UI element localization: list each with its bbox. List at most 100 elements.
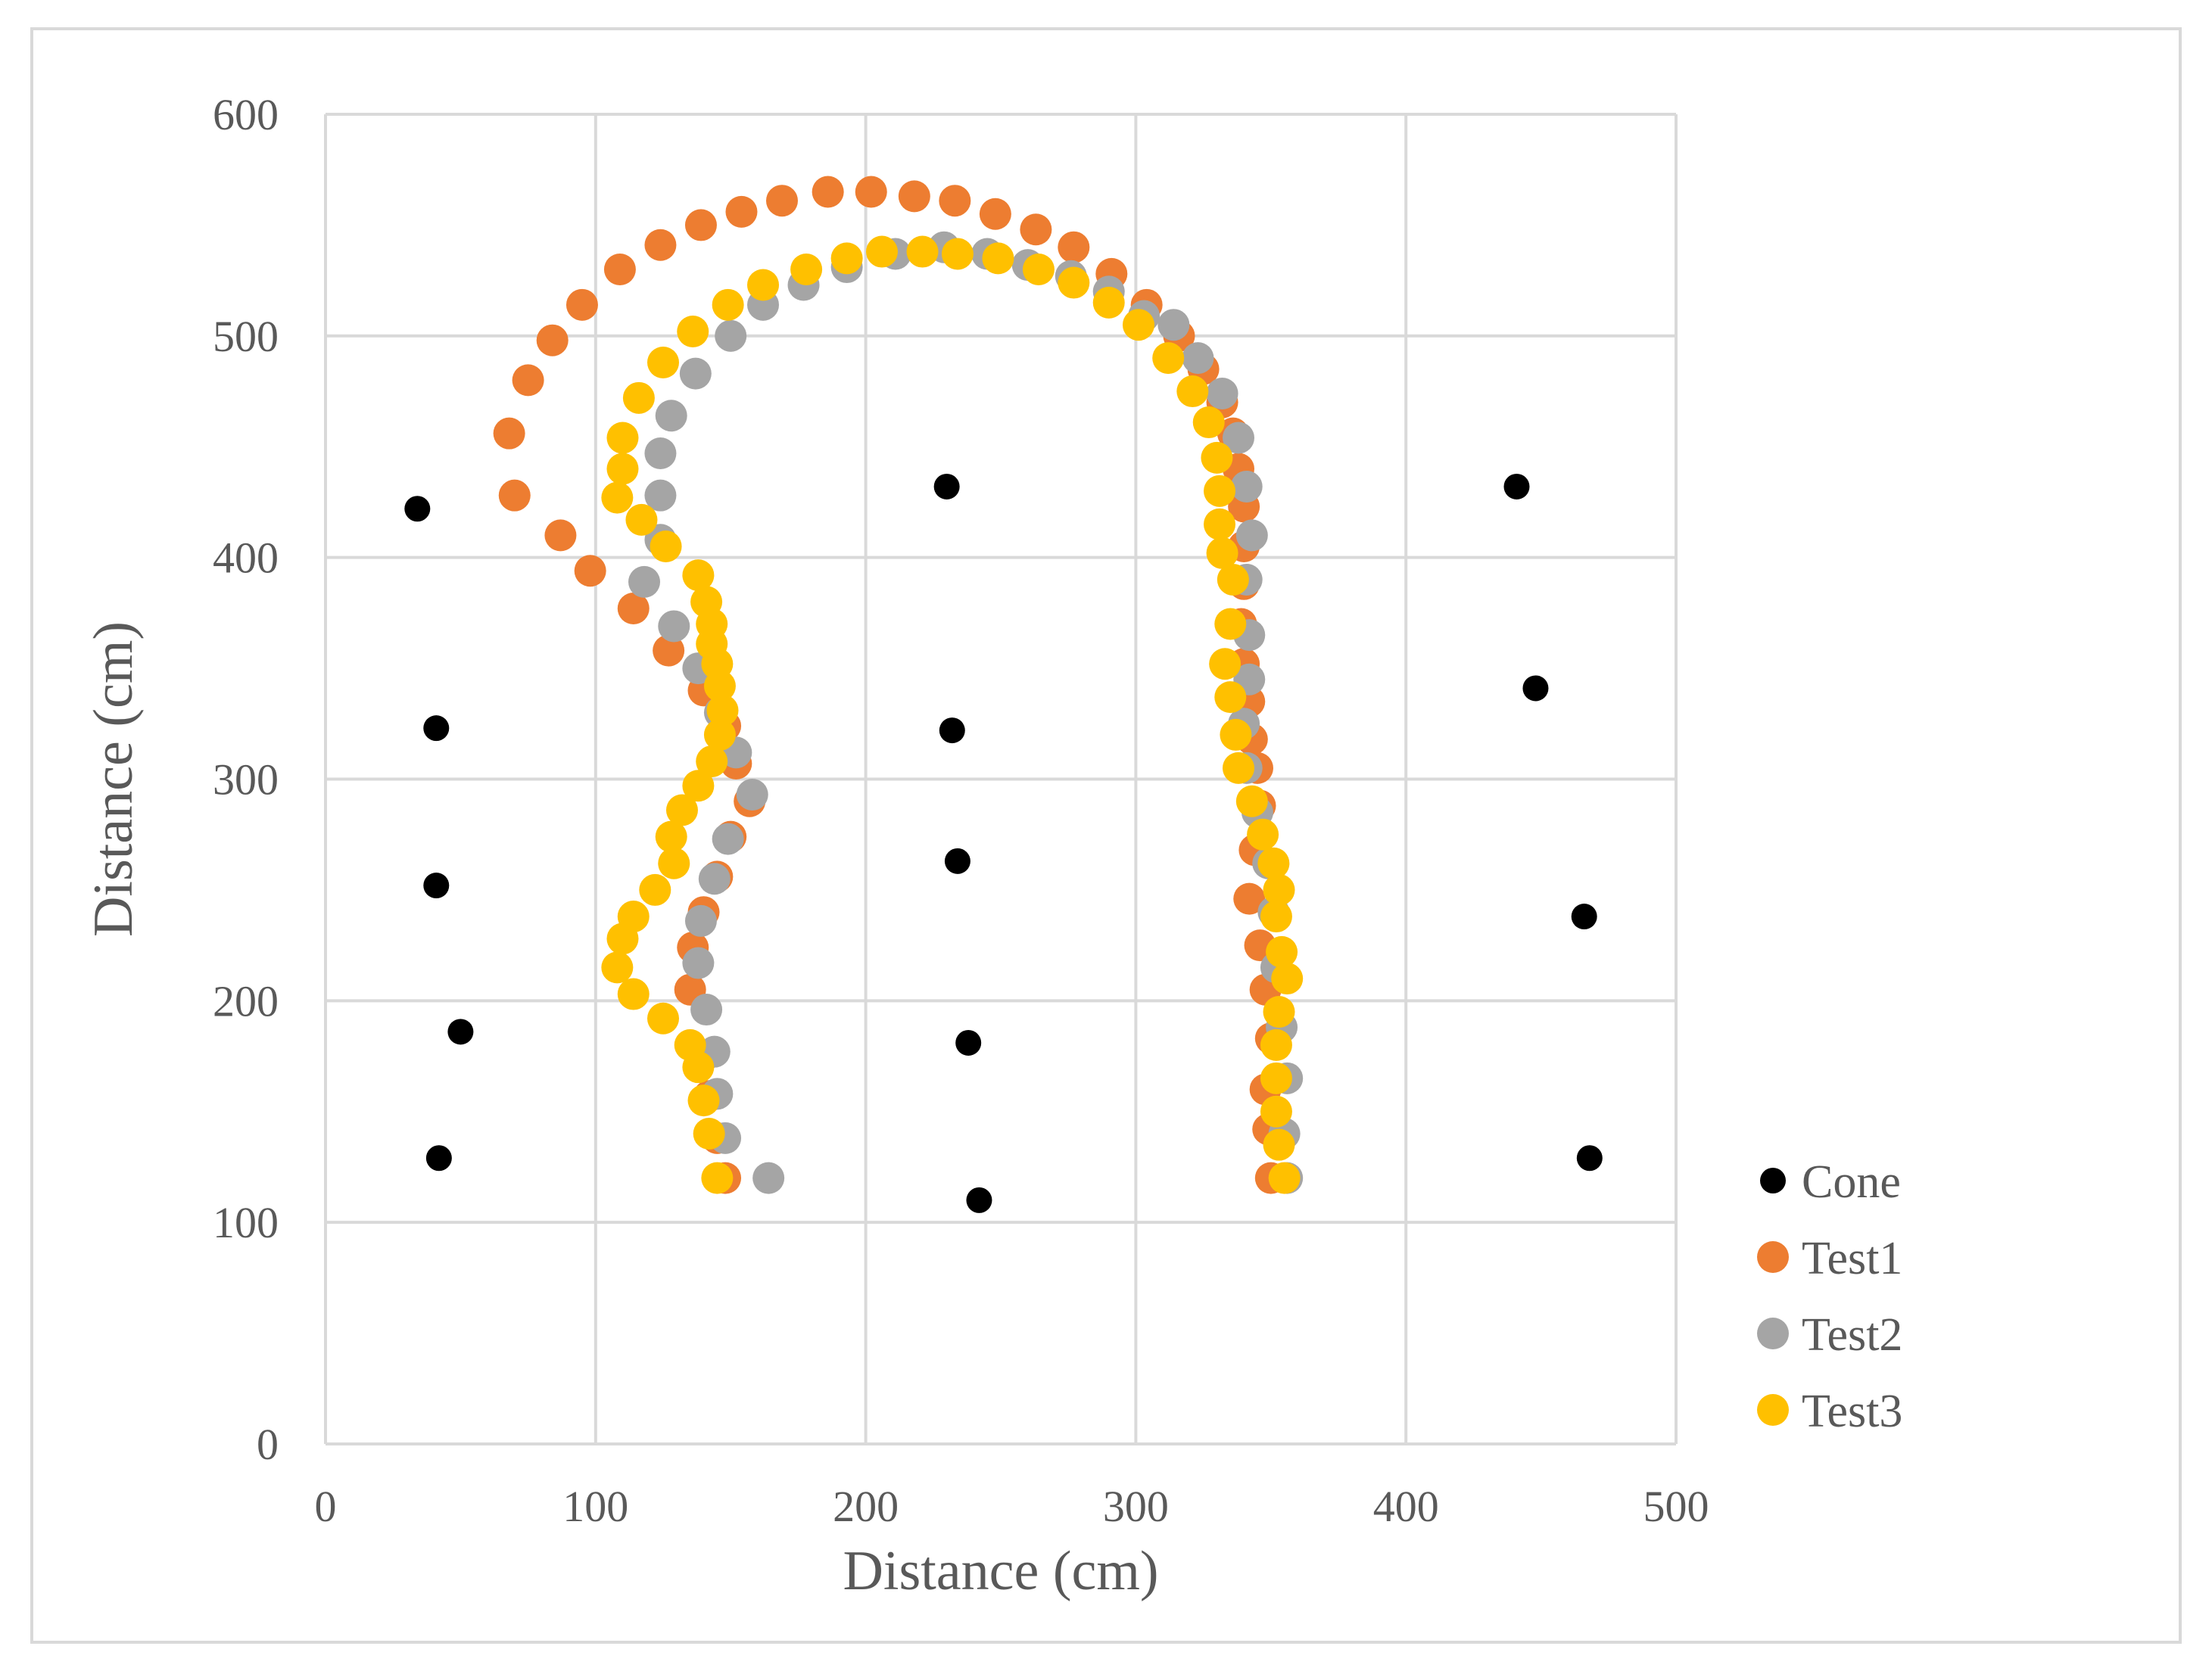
y-tick-label: 500 (213, 312, 279, 361)
test3-point (1214, 608, 1247, 640)
cone-point (939, 717, 965, 744)
test2-point (1157, 309, 1190, 341)
test3-point (606, 453, 639, 485)
test3-point (906, 235, 939, 268)
cone-point (447, 1019, 474, 1045)
test1-point (765, 185, 798, 217)
chart-frame: 0 100 200 300 400 500 0 100 200 300 400 500 600 Dist… (30, 27, 2182, 1644)
test3-point (682, 559, 715, 592)
test2-point (658, 610, 690, 643)
test3-point (1266, 935, 1298, 968)
test3-point (1235, 785, 1268, 817)
test3-point (1263, 873, 1295, 906)
test3-point (606, 422, 639, 454)
test3-point (674, 1028, 706, 1061)
cone-point (955, 1029, 982, 1056)
legend-item-cone: Cone (1760, 1156, 1901, 1208)
y-tick-label: 400 (213, 534, 279, 583)
test2-point (682, 947, 715, 979)
test2-point (684, 904, 717, 937)
x-tick-label: 400 (1373, 1482, 1439, 1531)
cone-point (423, 873, 450, 899)
x-axis-title: Distance (cm) (843, 1540, 1158, 1602)
scatter-chart: 0 100 200 300 400 500 0 100 200 300 400 500 600 Dist… (83, 90, 1902, 1602)
test3-point (696, 745, 728, 778)
x-tick-label: 300 (1103, 1482, 1169, 1531)
cone-point (425, 1145, 452, 1172)
test3-point (790, 253, 823, 285)
data-points (404, 176, 1603, 1213)
test3-point (1257, 847, 1290, 879)
test3-point (941, 238, 974, 270)
test2-point (655, 400, 687, 432)
x-tick-label: 100 (562, 1482, 628, 1531)
test1-point (1020, 213, 1052, 246)
series-cone (404, 473, 1603, 1213)
legend-marker (1760, 1168, 1786, 1193)
cone-point (944, 848, 970, 874)
test3-point (1092, 286, 1125, 319)
test1-point (855, 176, 887, 208)
test1-point (565, 288, 598, 321)
y-tick-label: 600 (213, 90, 279, 139)
test3-point (601, 481, 634, 514)
test1-point (653, 634, 685, 667)
test2-point (752, 1162, 785, 1194)
test3-point (647, 1002, 679, 1035)
test3-point (1209, 648, 1242, 680)
test3-point (1192, 406, 1225, 439)
test3-point (866, 235, 899, 268)
legend-marker (1757, 1394, 1789, 1426)
legend-label: Test3 (1802, 1386, 1902, 1437)
test3-point (625, 503, 658, 536)
test1-point (939, 185, 971, 217)
test3-point (1214, 681, 1247, 714)
cone-point (1522, 675, 1549, 702)
test1-point (544, 519, 577, 552)
y-axis-title: Distance (cm) (83, 621, 145, 937)
test1-point (725, 195, 758, 228)
test3-point (639, 873, 671, 906)
test2-point (679, 357, 712, 390)
test3-point (693, 1118, 725, 1150)
test3-point (712, 288, 744, 321)
test3-point (665, 794, 698, 826)
y-tick-label: 200 (213, 976, 279, 1025)
test1-point (1233, 882, 1266, 915)
test3-point (650, 531, 682, 563)
test3-point (622, 381, 655, 414)
test1-point (1058, 231, 1090, 263)
test3-point (658, 847, 690, 879)
cone-point (423, 715, 450, 742)
test2-point (712, 823, 744, 855)
test1-point (644, 229, 677, 261)
test3-point (1260, 1095, 1292, 1128)
test3-point (830, 242, 863, 275)
test2-point (628, 565, 661, 598)
test3-point (1058, 266, 1090, 299)
cone-point (1571, 904, 1597, 930)
test2-point (1230, 470, 1263, 503)
test3-point (677, 315, 709, 347)
legend-marker (1757, 1241, 1789, 1273)
test1-point (979, 198, 1011, 230)
test3-point (1152, 342, 1185, 375)
test3-point (747, 269, 780, 301)
test3-point (1260, 1028, 1292, 1061)
test2-point (690, 994, 723, 1026)
test3-point (1271, 963, 1304, 995)
test3-point (601, 951, 634, 984)
cone-point (404, 496, 431, 522)
test3-point (701, 1162, 734, 1194)
cone-point (1503, 473, 1530, 499)
test3-point (1217, 563, 1249, 596)
test2-point (715, 319, 747, 352)
test2-point (1235, 519, 1268, 552)
test2-point (644, 437, 677, 470)
test1-point (498, 479, 531, 512)
legend-marker (1757, 1318, 1789, 1349)
x-tick-label: 200 (833, 1482, 899, 1531)
test1-point (512, 364, 544, 397)
test2-point (1182, 342, 1214, 375)
test3-point (1268, 1162, 1301, 1194)
